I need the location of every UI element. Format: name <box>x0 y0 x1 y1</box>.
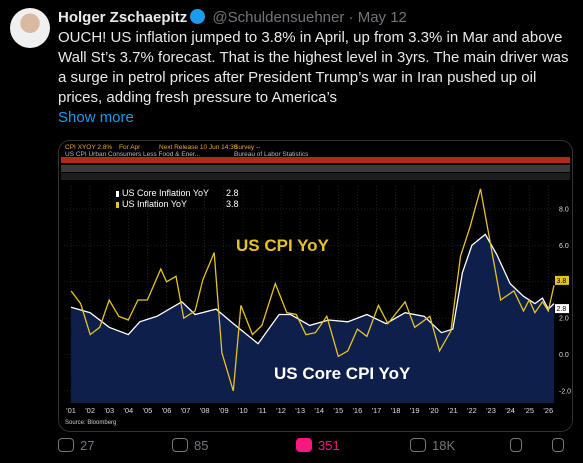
avatar[interactable] <box>10 8 50 48</box>
handle[interactable]: @Schuldensuehner <box>212 9 345 26</box>
bookmark-button[interactable] <box>510 438 528 453</box>
x-tick-label: '18 <box>391 406 401 415</box>
x-tick-label: '15 <box>333 406 343 415</box>
x-tick-label: '16 <box>352 406 362 415</box>
annotation: US CPI YoY <box>236 236 330 255</box>
latest-label: 2.8 <box>557 306 567 313</box>
terminal-header: For Apr <box>119 144 141 151</box>
latest-tag <box>555 304 569 314</box>
tweet-text: OUCH! US inflation jumped to 3.8% in Apr… <box>58 29 569 106</box>
view-count: 18K <box>432 438 456 453</box>
x-tick-label: '12 <box>276 406 286 415</box>
series-line <box>70 233 555 345</box>
series-line <box>70 188 555 392</box>
legend-swatch <box>116 191 119 197</box>
x-tick-label: '04 <box>123 406 133 415</box>
y-tick-label: 2.0 <box>559 316 569 323</box>
x-tick-label: '19 <box>410 406 420 415</box>
like-count: 351 <box>318 438 340 453</box>
verified-badge <box>190 9 206 24</box>
terminal-header: CPI XYOY 2.8% <box>65 144 112 151</box>
x-tick-label: '21 <box>448 406 458 415</box>
legend-label: US Inflation YoY <box>122 199 187 209</box>
terminal-header: Survey -- <box>234 144 260 151</box>
x-tick-label: '24 <box>505 406 515 415</box>
chart[interactable]: CPI XYOY 2.8% For Apr Next Release 10 Jun … <box>58 140 573 432</box>
x-tick-label: '03 <box>104 406 114 415</box>
show-more[interactable]: Show more <box>58 109 134 126</box>
x-tick-label: '02 <box>85 406 95 415</box>
x-tick-label: '14 <box>314 406 324 415</box>
author[interactable]: Holger Zschaepitz <box>58 9 188 26</box>
x-tick-label: '17 <box>372 406 382 415</box>
annotation: US Core CPI YoY <box>274 364 411 383</box>
toolbar <box>61 157 570 163</box>
terminal-header: Next Release 10 Jun 14:30 <box>159 144 238 151</box>
latest-label: 3.8 <box>557 278 567 285</box>
terminal-header: US CPI Urban Consumers Less Food & Ener.… <box>65 151 200 158</box>
like-button[interactable]: 351 <box>296 438 340 453</box>
toolbar <box>61 165 570 172</box>
y-tick-label: 8.0 <box>559 206 569 213</box>
toolbar <box>61 173 570 180</box>
legend-label: US Core Inflation YoY <box>122 188 209 198</box>
y-tick-label: 0.0 <box>559 352 569 359</box>
tweet-header: Holger Zschaepitz @Schuldensuehner · May… <box>58 9 407 26</box>
x-tick-label: '20 <box>429 406 439 415</box>
terminal-header: Bureau of Labor Statistics <box>234 151 309 158</box>
y-tick-label: -2.0 <box>559 388 571 395</box>
x-tick-label: '23 <box>486 406 496 415</box>
x-tick-label: '11 <box>257 406 266 415</box>
legend-value: 2.8 <box>226 188 239 198</box>
repost-button[interactable]: 85 <box>172 438 208 453</box>
repost-count: 85 <box>194 438 209 453</box>
share-button[interactable] <box>552 438 570 453</box>
x-tick-label: '01 <box>66 406 76 415</box>
x-tick-label: '22 <box>467 406 477 415</box>
legend-value: 3.8 <box>226 199 239 209</box>
y-tick-label: 6.0 <box>559 243 569 250</box>
x-tick-label: '09 <box>219 406 229 415</box>
series-area <box>71 234 554 403</box>
views-button[interactable]: 18K <box>410 438 455 453</box>
x-tick-label: '25 <box>524 406 534 415</box>
x-tick-label: '06 <box>162 406 172 415</box>
reply-count: 27 <box>80 438 95 453</box>
x-tick-label: '05 <box>143 406 153 415</box>
date[interactable]: May 12 <box>357 9 407 26</box>
x-tick-label: '10 <box>238 406 248 415</box>
x-tick-label: '08 <box>200 406 210 415</box>
x-tick-label: '26 <box>543 406 553 415</box>
legend-swatch <box>116 202 119 208</box>
x-tick-label: '07 <box>181 406 191 415</box>
latest-tag <box>555 275 569 285</box>
source: Source: Bloomberg <box>65 420 116 426</box>
separator: · <box>348 9 354 26</box>
reply-button[interactable]: 27 <box>58 438 94 453</box>
x-tick-label: '13 <box>295 406 305 415</box>
